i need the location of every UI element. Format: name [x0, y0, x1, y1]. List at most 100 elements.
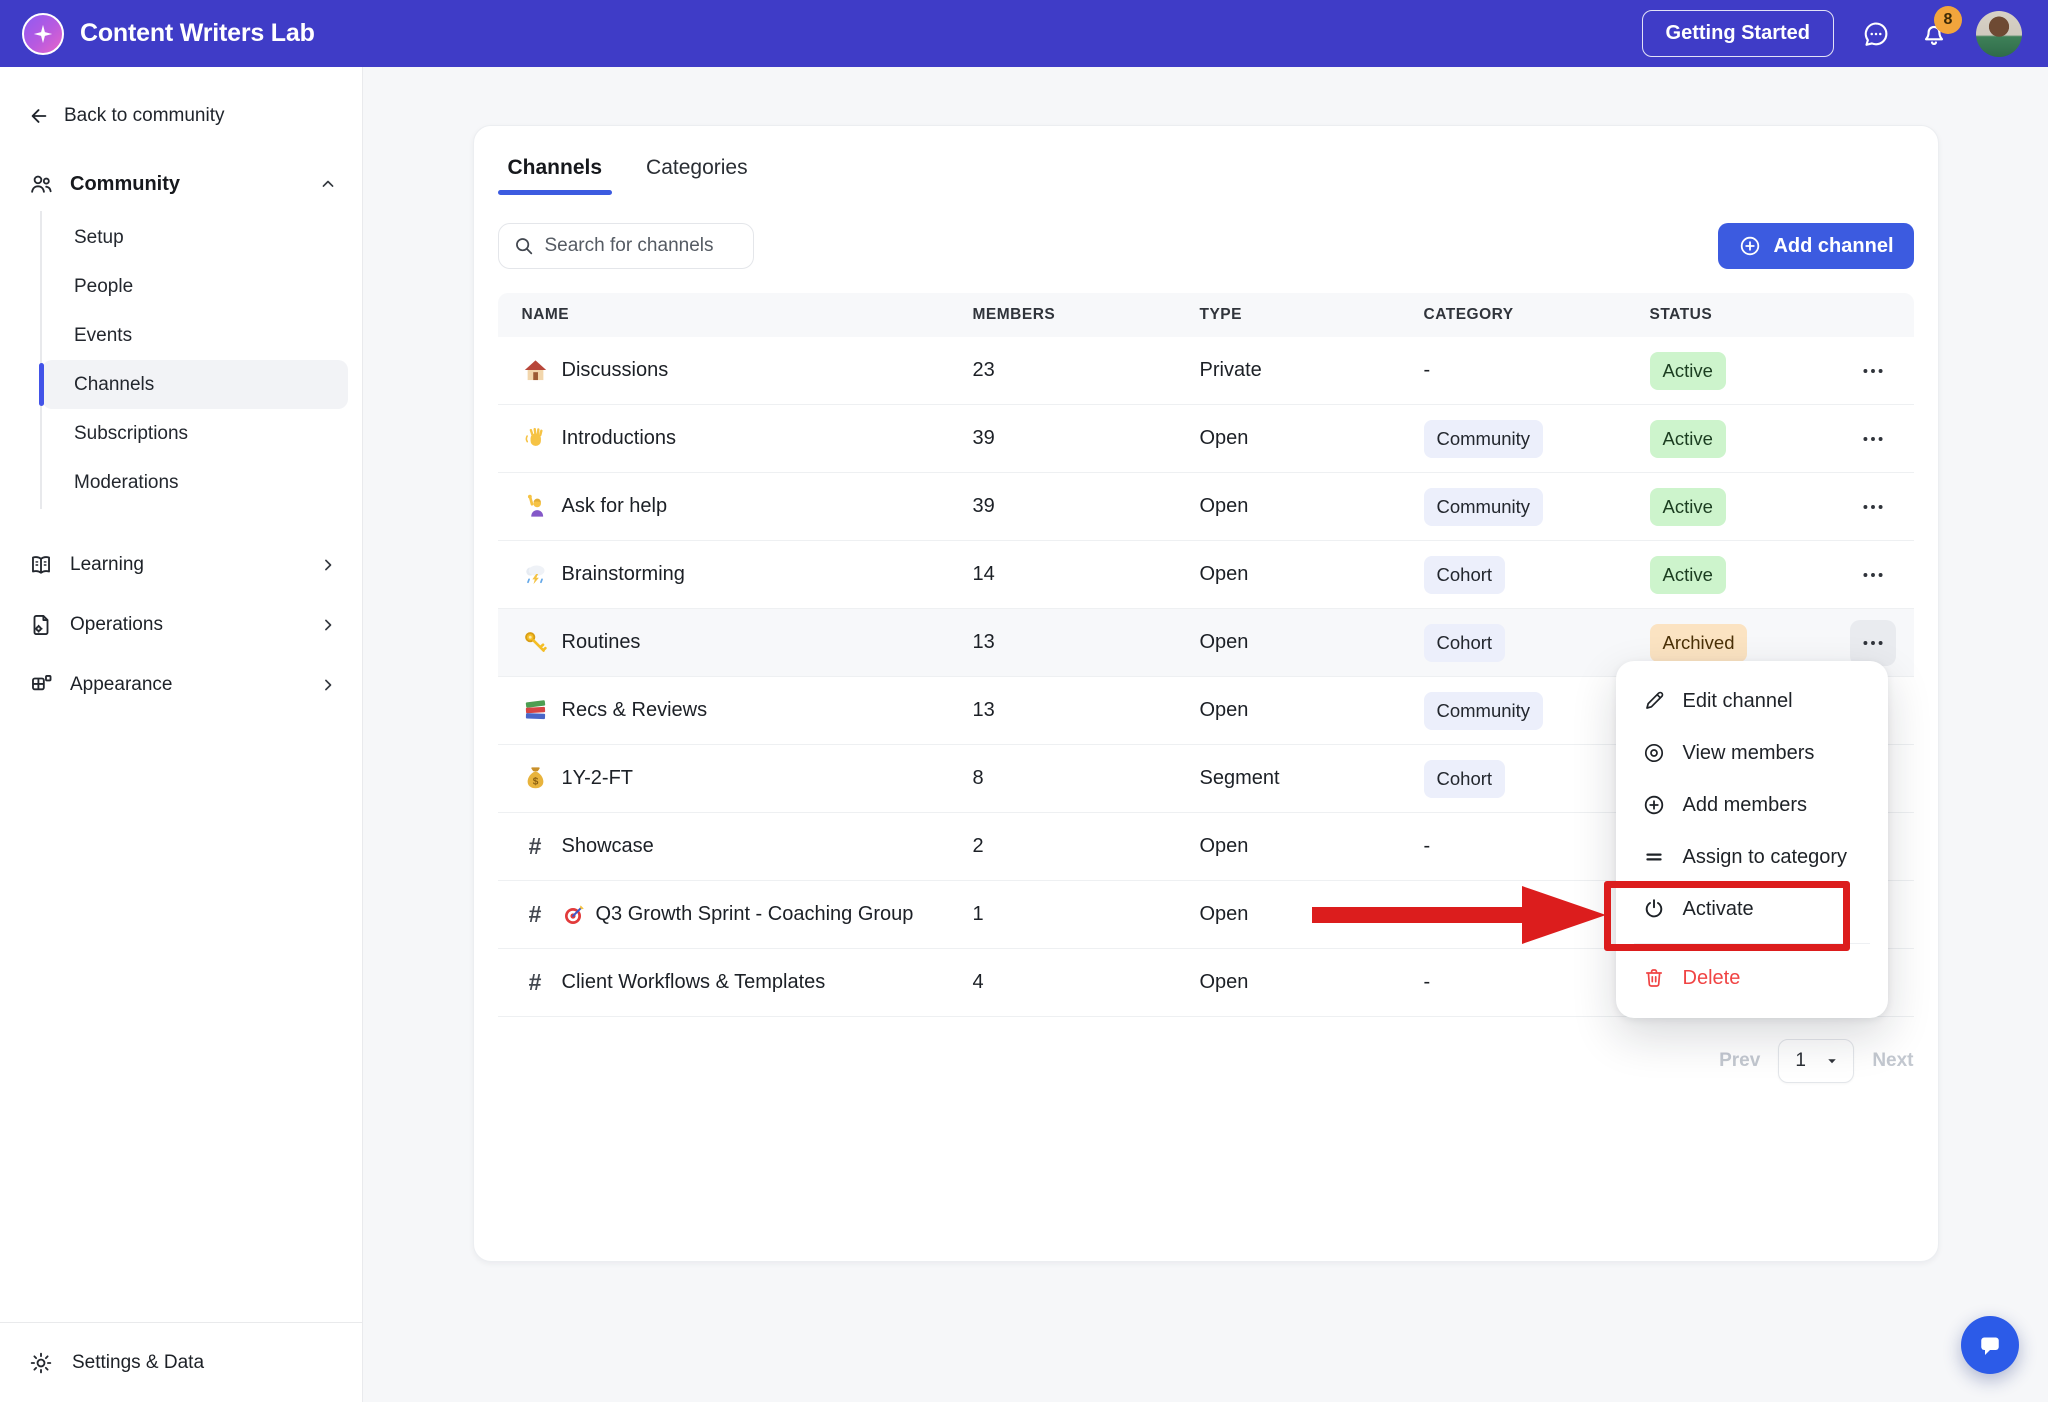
table-row: Brainstorming14OpenCohortActive [498, 541, 1914, 609]
chevron-right-icon [318, 675, 338, 695]
back-link-label: Back to community [64, 105, 225, 127]
channel-name: Routines [562, 631, 641, 654]
channel-type: Open [1200, 563, 1424, 586]
channel-status: Active [1650, 556, 1850, 594]
channel-status: Active [1650, 420, 1850, 458]
next-page-button[interactable]: Next [1872, 1050, 1913, 1072]
menu-item-delete[interactable]: Delete [1616, 952, 1888, 1004]
community-subnav: SetupPeopleEventsChannels Subscriptions Mo… [40, 211, 348, 509]
tab-channels[interactable]: Channels [508, 156, 603, 195]
chat-widget-button[interactable] [1961, 1316, 2019, 1374]
sidebar-section-label: Operations [70, 614, 163, 636]
menu-item-assign-to-category[interactable]: Assign to category [1616, 831, 1888, 883]
column-header-category: CATEGORY [1424, 306, 1650, 324]
add-channel-label: Add channel [1773, 235, 1893, 258]
ellipsis-icon [1860, 562, 1886, 588]
key-emoji-icon [522, 629, 549, 656]
channel-name-cell: Discussions [498, 357, 973, 384]
sidebar-item-moderations[interactable]: Moderations [42, 458, 348, 507]
category-badge: Community [1424, 692, 1544, 730]
channel-context-menu: Edit channel View membersAdd membersAssig… [1616, 661, 1888, 1018]
channel-name-cell: Introductions [498, 425, 973, 452]
members-count: 2 [973, 835, 1200, 858]
channel-name: Discussions [562, 359, 669, 382]
brand-name: Content Writers Lab [80, 19, 315, 48]
sidebar-item-people[interactable]: People [42, 262, 348, 311]
channel-name: Client Workflows & Templates [562, 971, 826, 994]
channel-name: Recs & Reviews [562, 699, 708, 722]
hash-icon: # [522, 833, 549, 860]
members-count: 1 [973, 903, 1200, 926]
sidebar-section-learning[interactable]: Learning [0, 535, 362, 595]
prev-page-button[interactable]: Prev [1719, 1050, 1760, 1072]
gear-icon [28, 1350, 54, 1376]
chat-bubble-icon[interactable] [1860, 18, 1892, 50]
channel-category: Community [1424, 488, 1650, 526]
category-badge: Community [1424, 420, 1544, 458]
menu-item-view-members[interactable]: View members [1616, 727, 1888, 779]
hash-icon: # [522, 901, 549, 928]
column-header-status: STATUS [1650, 306, 1850, 324]
toolbar: Add channel [474, 223, 1938, 269]
sidebar-item-events[interactable]: Events [42, 311, 348, 360]
sidebar-item-channels[interactable]: Channels [42, 360, 348, 409]
bell-icon[interactable]: 8 [1918, 18, 1950, 50]
sidebar-item-subscriptions[interactable]: Subscriptions [42, 409, 348, 458]
channel-name-cell: Ask for help [498, 493, 973, 520]
table-header-row: NAMEMEMBERSTYPECATEGORYSTATUS [498, 293, 1914, 337]
members-count: 13 [973, 699, 1200, 722]
sidebar-item-label: Moderations [74, 472, 179, 494]
channel-name-cell: 1Y-2-FT [498, 765, 973, 792]
row-actions [1850, 484, 1916, 530]
caret-down-icon [1823, 1052, 1841, 1070]
channel-name: Brainstorming [562, 563, 685, 586]
channel-name: Showcase [562, 835, 654, 858]
channel-type: Segment [1200, 767, 1424, 790]
members-count: 4 [973, 971, 1200, 994]
brand[interactable]: Content Writers Lab [22, 13, 315, 55]
ellipsis-icon [1860, 630, 1886, 656]
sidebar-section-appearance[interactable]: Appearance [0, 655, 362, 715]
sidebar-item-settings-data[interactable]: Settings & Data [0, 1322, 362, 1402]
book-icon [28, 552, 54, 578]
channel-search[interactable] [498, 223, 754, 269]
sidebar-item-label: Subscriptions [74, 423, 188, 445]
tab-categories[interactable]: Categories [646, 156, 748, 195]
row-actions [1850, 416, 1916, 462]
menu-item-activate[interactable]: Activate [1616, 883, 1888, 935]
books-emoji-icon [522, 697, 549, 724]
search-input[interactable] [545, 235, 739, 257]
row-actions-button[interactable] [1850, 348, 1896, 394]
row-actions-button[interactable] [1850, 552, 1896, 598]
sidebar-section-community[interactable]: Community [28, 171, 338, 197]
sidebar-section-operations[interactable]: Operations [0, 595, 362, 655]
members-count: 14 [973, 563, 1200, 586]
add-channel-button[interactable]: Add channel [1718, 223, 1913, 269]
topbar-actions: Getting Started 8 [1642, 10, 2022, 57]
avatar[interactable] [1976, 11, 2022, 57]
doc-gear-icon [28, 612, 54, 638]
back-to-community-link[interactable]: Back to community [28, 105, 338, 127]
row-actions-button[interactable] [1850, 484, 1896, 530]
channel-type: Open [1200, 835, 1424, 858]
channel-name-cell: # Showcase [498, 833, 973, 860]
dart-emoji-icon [562, 903, 586, 927]
pencil-icon [1642, 689, 1666, 713]
hash-icon: # [522, 969, 549, 996]
getting-started-button[interactable]: Getting Started [1642, 10, 1834, 57]
menu-item-edit-channel[interactable]: Edit channel [1616, 675, 1888, 727]
sidebar-item-setup[interactable]: Setup [42, 213, 348, 262]
row-actions-button[interactable] [1850, 416, 1896, 462]
arrow-left-icon [28, 105, 50, 127]
page-select[interactable]: 1 [1778, 1039, 1854, 1083]
row-actions-button[interactable] [1850, 620, 1896, 666]
channel-name: Q3 Growth Sprint - Coaching Group [596, 903, 914, 926]
category-badge: Cohort [1424, 624, 1506, 662]
menu-item-label: Edit channel [1683, 690, 1793, 713]
channel-name-cell: # Client Workflows & Templates [498, 969, 973, 996]
menu-item-add-members[interactable]: Add members [1616, 779, 1888, 831]
storm-emoji-icon [522, 561, 549, 588]
table-row: Introductions39OpenCommunityActive [498, 405, 1914, 473]
channel-name-cell: # Q3 Growth Sprint - Coaching Group [498, 901, 973, 928]
sidebar-section-label: Learning [70, 554, 144, 576]
